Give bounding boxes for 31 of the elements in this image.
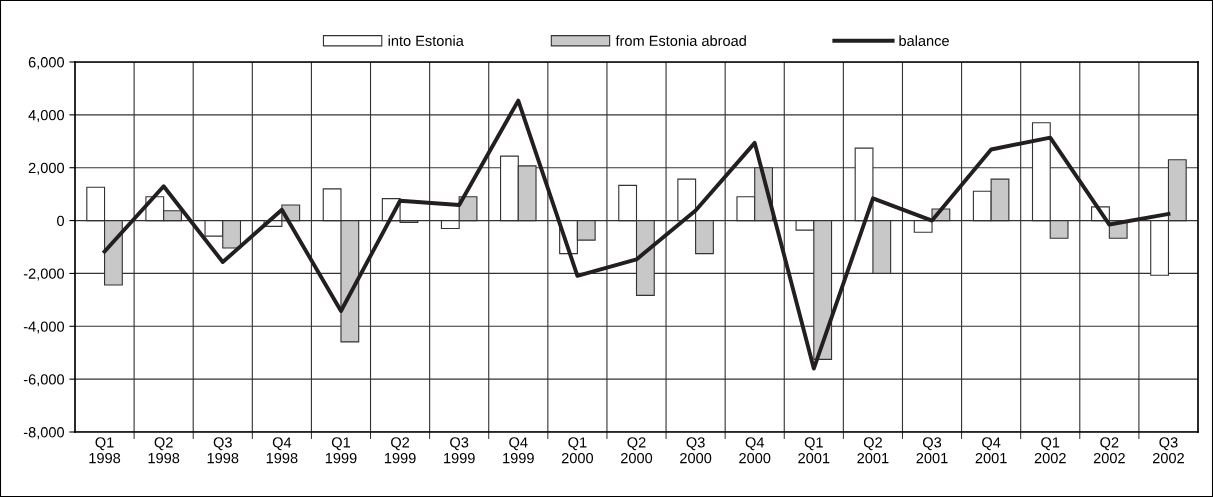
x-tick-label: Q4 2000: [739, 437, 771, 464]
x-tick-label: Q1 2001: [798, 437, 830, 464]
x-tick-label: Q2 2001: [857, 437, 889, 464]
x-tick-label: Q2 1999: [384, 437, 416, 464]
y-tick-label: -2,000: [23, 268, 65, 281]
y-tick-label: -4,000: [23, 321, 65, 334]
x-tick-label: Q1 1999: [325, 437, 357, 464]
x-tick-label: Q1 2000: [561, 437, 594, 464]
y-tick-label: -8,000: [23, 427, 65, 440]
x-tick-label: Q1 2002: [1034, 437, 1066, 464]
legend-label: from Estonia abroad: [615, 35, 746, 46]
x-tick-label: Q2 1998: [148, 437, 180, 464]
x-tick-label: Q3 2000: [680, 437, 712, 464]
x-tick-label: Q2 2000: [621, 437, 653, 464]
y-tick-label: 0: [57, 215, 65, 226]
line-series: [102, 98, 1171, 371]
x-tick-label: Q3 1999: [444, 437, 475, 464]
legend-label: balance: [899, 35, 949, 46]
y-tick-label: -6,000: [23, 374, 65, 387]
x-tick-label: Q3 1998: [207, 437, 239, 464]
x-tick-label: Q2 2002: [1093, 437, 1125, 464]
y-tick-label: 4,000: [28, 109, 65, 123]
y-tick-label: 6,000: [28, 57, 65, 70]
x-tick-label: Q4 2001: [975, 437, 1007, 464]
x-tick-label: Q1 1998: [89, 437, 121, 464]
legend-label: into Estonia: [388, 35, 464, 46]
x-tick-label: Q3 2002: [1152, 437, 1184, 464]
x-tick-label: Q4 1999: [503, 437, 534, 464]
x-tick-label: Q3 2001: [916, 437, 948, 464]
x-tick-label: Q4 1998: [266, 437, 298, 464]
y-tick-label: 2,000: [28, 162, 65, 175]
